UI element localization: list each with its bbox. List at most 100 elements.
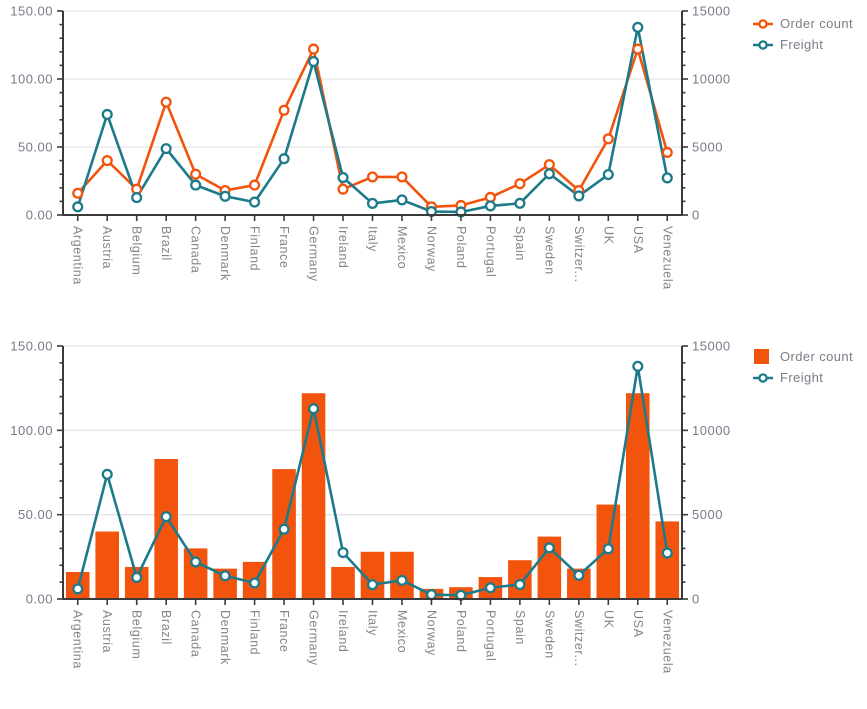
legend-label: Order count: [780, 349, 854, 364]
y-right-tick-label: 15000: [692, 4, 731, 19]
marker-Argentina[interactable]: [72, 583, 84, 595]
marker-Finland[interactable]: [249, 179, 261, 191]
marker-USA[interactable]: [632, 360, 644, 372]
x-category-label: Canada: [189, 226, 203, 273]
marker-Canada[interactable]: [190, 179, 202, 191]
x-category-label: Germany: [307, 610, 321, 666]
bar-Austria[interactable]: [95, 531, 120, 599]
marker-Finland[interactable]: [249, 196, 261, 208]
marker-France[interactable]: [278, 153, 290, 165]
x-category-label: Norway: [424, 226, 438, 272]
marker-USA[interactable]: [632, 43, 644, 55]
legend-item-order-count[interactable]: Order count: [753, 16, 853, 31]
marker-Belgium[interactable]: [131, 571, 143, 583]
marker-USA[interactable]: [632, 21, 644, 33]
marker-UK[interactable]: [602, 168, 614, 181]
marker-Germany[interactable]: [307, 55, 320, 68]
bar-Venezuela[interactable]: [655, 521, 680, 599]
marker-Switzer...[interactable]: [573, 190, 585, 202]
marker-Venezuela[interactable]: [661, 547, 673, 559]
line-circle-marker-icon: [753, 372, 773, 383]
marker-Ireland[interactable]: [337, 183, 349, 195]
marker-Mexico[interactable]: [396, 194, 408, 206]
marker-Italy[interactable]: [366, 579, 379, 591]
marker-UK[interactable]: [602, 543, 614, 555]
y-left-tick-label: 100.00: [10, 72, 53, 87]
marker-Spain[interactable]: [514, 197, 526, 209]
legend-item-freight[interactable]: Freight: [753, 370, 853, 385]
marker-UK[interactable]: [602, 133, 614, 145]
marker-Finland[interactable]: [249, 577, 261, 589]
marker-Portugal[interactable]: [484, 582, 496, 594]
marker-Canada[interactable]: [190, 556, 202, 568]
legend-item-order-count[interactable]: Order count: [753, 349, 853, 364]
marker-Spain[interactable]: [514, 578, 526, 591]
marker-Denmark[interactable]: [219, 190, 231, 202]
marker-Belgium[interactable]: [131, 192, 143, 204]
legend-label: Freight: [780, 370, 824, 385]
y-right-tick-label: 0: [692, 592, 700, 607]
x-category-label: Venezuela: [660, 226, 674, 290]
legend-bottom-chart: Order count Freight: [753, 349, 853, 385]
marker-Mexico[interactable]: [396, 574, 408, 586]
marker-Sweden[interactable]: [543, 159, 555, 171]
legend-item-freight[interactable]: Freight: [753, 37, 853, 52]
marker-Austria[interactable]: [101, 155, 113, 167]
x-category-label: Ireland: [336, 226, 350, 268]
marker-Denmark[interactable]: [219, 570, 231, 582]
marker-Argentina[interactable]: [72, 187, 84, 199]
marker-Norway[interactable]: [425, 589, 438, 601]
bar-USA[interactable]: [625, 393, 650, 599]
y-right-tick-label: 5000: [692, 507, 723, 522]
marker-Brazil[interactable]: [160, 96, 172, 108]
marker-Austria[interactable]: [101, 468, 113, 480]
x-category-label: Argentina: [71, 610, 85, 669]
marker-Italy[interactable]: [366, 171, 379, 183]
marker-Spain[interactable]: [514, 178, 526, 190]
line-chart-canvas: 0.00 50.00 100.00 150.00 0 5000 10000 15000 Arge…: [10, 4, 731, 290]
marker-Brazil[interactable]: [160, 511, 172, 523]
marker-Ireland[interactable]: [337, 546, 349, 559]
marker-Venezuela[interactable]: [661, 172, 673, 184]
marker-Germany[interactable]: [307, 43, 320, 55]
marker-Venezuela[interactable]: [661, 146, 673, 158]
marker-Mexico[interactable]: [396, 171, 408, 183]
bar-Belgium[interactable]: [124, 566, 149, 599]
bar-Germany[interactable]: [301, 393, 326, 599]
order-freight-column-chart: 0.00 50.00 100.00 150.00 0 5000 10000 15000 Arge…: [0, 330, 867, 709]
x-category-label: Switzer...: [572, 226, 586, 283]
bar-Italy[interactable]: [360, 551, 385, 599]
x-category-label: Sweden: [542, 610, 556, 659]
bar-Canada[interactable]: [183, 548, 208, 599]
x-category-label: USA: [631, 610, 645, 638]
series-freight-markers: [72, 21, 673, 218]
marker-France[interactable]: [278, 523, 290, 535]
marker-Ireland[interactable]: [337, 171, 349, 184]
marker-France[interactable]: [278, 104, 290, 116]
x-category-label: Venezuela: [660, 610, 674, 674]
x-category-label: Spain: [513, 610, 527, 645]
x-category-label: Norway: [424, 610, 438, 656]
marker-Portugal[interactable]: [484, 200, 496, 212]
y-right-tick-label: 5000: [692, 140, 723, 155]
y-left-tick-label: 0.00: [26, 208, 53, 223]
line-circle-marker-icon: [753, 18, 773, 29]
x-category-label: Belgium: [130, 610, 144, 659]
marker-Sweden[interactable]: [543, 168, 555, 180]
marker-Brazil[interactable]: [160, 143, 172, 155]
bar-Switzer...[interactable]: [567, 568, 591, 599]
marker-Switzer...[interactable]: [573, 569, 585, 581]
bar-Ireland[interactable]: [331, 566, 355, 599]
marker-Canada[interactable]: [190, 168, 202, 180]
marker-Italy[interactable]: [366, 197, 379, 209]
x-category-label: Finland: [248, 226, 262, 271]
y-right-tick-label: 15000: [692, 339, 731, 354]
x-category-label: Austria: [100, 610, 114, 653]
marker-Sweden[interactable]: [543, 542, 555, 554]
marker-Argentina[interactable]: [72, 201, 84, 213]
y-right-tick-label: 10000: [692, 72, 731, 87]
bar-Brazil[interactable]: [154, 459, 178, 599]
marker-Austria[interactable]: [101, 108, 113, 121]
legend-label: Freight: [780, 37, 824, 52]
marker-Germany[interactable]: [307, 403, 320, 415]
